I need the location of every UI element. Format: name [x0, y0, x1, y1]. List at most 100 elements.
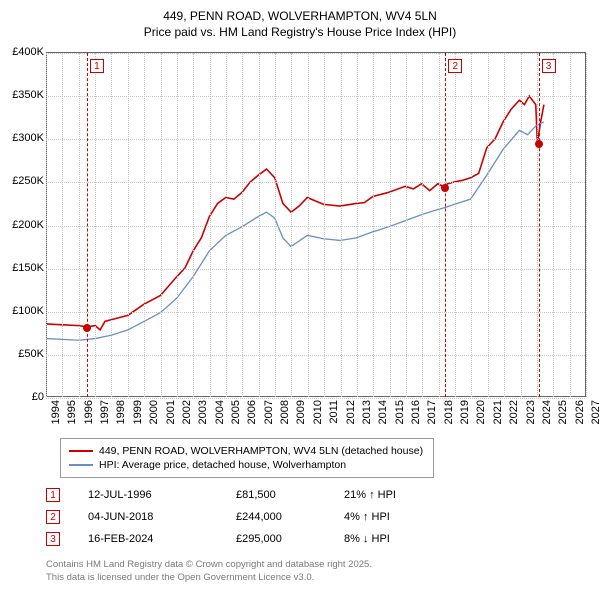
chart-title: 449, PENN ROAD, WOLVERHAMPTON, WV4 5LN P… — [0, 0, 600, 44]
x-tick-label: 2004 — [214, 400, 226, 424]
x-tick-label: 2010 — [312, 400, 324, 424]
gridline-v — [373, 53, 374, 397]
footer-line1: Contains HM Land Registry data © Crown c… — [46, 559, 372, 571]
x-tick-label: 2012 — [345, 400, 357, 424]
x-tick-label: 2018 — [443, 400, 455, 424]
x-tick-label: 1999 — [132, 400, 144, 424]
title-line2: Price paid vs. HM Land Registry's House … — [10, 24, 590, 40]
y-tick-label: £300K — [12, 132, 44, 144]
x-tick-label: 1996 — [83, 400, 95, 424]
marker-box: 2 — [448, 59, 462, 73]
gridline-v — [341, 53, 342, 397]
y-tick-label: £150K — [12, 262, 44, 274]
gridline-v — [95, 53, 96, 397]
x-tick-label: 2023 — [525, 400, 537, 424]
transaction-date: 16-FEB-2024 — [88, 533, 236, 545]
x-tick-label: 1998 — [115, 400, 127, 424]
x-tick-label: 2025 — [557, 400, 569, 424]
x-tick-label: 2013 — [361, 400, 373, 424]
legend-item: 449, PENN ROAD, WOLVERHAMPTON, WV4 5LN (… — [69, 444, 423, 458]
gridline-v — [521, 53, 522, 397]
marker-dot — [535, 140, 543, 148]
x-tick-label: 2005 — [230, 400, 242, 424]
x-tick-label: 1994 — [50, 400, 62, 424]
gridline-v — [488, 53, 489, 397]
footer-line2: This data is licensed under the Open Gov… — [46, 572, 372, 584]
x-tick-label: 2011 — [328, 400, 340, 424]
y-tick-label: £200K — [12, 219, 44, 231]
gridline-v — [422, 53, 423, 397]
gridline-v — [357, 53, 358, 397]
x-tick-label: 2009 — [295, 400, 307, 424]
gridline-v — [46, 53, 47, 397]
gridline-v — [455, 53, 456, 397]
gridline-v — [553, 53, 554, 397]
gridline-v — [471, 53, 472, 397]
gridline-v — [324, 53, 325, 397]
gridline-v — [193, 53, 194, 397]
transaction-marker-box: 3 — [46, 532, 60, 546]
y-tick-label: £350K — [12, 89, 44, 101]
gridline-v — [62, 53, 63, 397]
gridline-v — [128, 53, 129, 397]
x-tick-label: 2020 — [475, 400, 487, 424]
gridline-v — [242, 53, 243, 397]
gridline-v — [275, 53, 276, 397]
x-tick-label: 2016 — [410, 400, 422, 424]
x-tick-label: 2015 — [394, 400, 406, 424]
x-tick-label: 2019 — [459, 400, 471, 424]
transaction-date: 04-JUN-2018 — [88, 511, 236, 523]
marker-box: 1 — [90, 59, 104, 73]
legend-swatch — [69, 450, 93, 452]
y-tick-label: £50K — [18, 348, 44, 360]
gridline-v — [291, 53, 292, 397]
transaction-row: 112-JUL-1996£81,50021% ↑ HPI — [46, 484, 464, 506]
marker-line — [87, 53, 88, 397]
gridline-h — [46, 398, 585, 399]
gridline-v — [177, 53, 178, 397]
transaction-row: 3 16-FEB-2024£295,0008% ↓ HPI — [46, 528, 464, 550]
y-tick-label: £400K — [12, 46, 44, 58]
transaction-diff: 21% ↑ HPI — [344, 489, 464, 501]
gridline-v — [406, 53, 407, 397]
legend-item: HPI: Average price, detached house, Wolv… — [69, 458, 423, 472]
x-tick-label: 1995 — [66, 400, 78, 424]
gridline-v — [259, 53, 260, 397]
x-tick-label: 2006 — [246, 400, 258, 424]
x-tick-label: 2022 — [508, 400, 520, 424]
gridline-v — [570, 53, 571, 397]
x-tick-label: 2002 — [181, 400, 193, 424]
plot-area: 1 2 3 — [46, 52, 586, 397]
x-tick-label: 2026 — [574, 400, 586, 424]
legend-label: HPI: Average price, detached house, Wolv… — [99, 459, 346, 471]
series-line — [46, 122, 544, 340]
x-tick-label: 2017 — [426, 400, 438, 424]
legend-swatch — [69, 464, 93, 466]
gridline-v — [111, 53, 112, 397]
marker-line — [445, 53, 446, 397]
x-tick-label: 2021 — [492, 400, 504, 424]
transaction-diff: 8% ↓ HPI — [344, 533, 464, 545]
x-tick-label: 2014 — [377, 400, 389, 424]
y-tick-label: £0 — [32, 391, 44, 403]
legend-label: 449, PENN ROAD, WOLVERHAMPTON, WV4 5LN (… — [99, 445, 423, 457]
gridline-v — [504, 53, 505, 397]
gridline-v — [308, 53, 309, 397]
marker-dot — [83, 324, 91, 332]
x-tick-label: 2007 — [263, 400, 275, 424]
title-line1: 449, PENN ROAD, WOLVERHAMPTON, WV4 5LN — [10, 8, 590, 24]
marker-box: 3 — [542, 59, 556, 73]
x-tick-label: 2000 — [148, 400, 160, 424]
x-tick-label: 2008 — [279, 400, 291, 424]
legend: 449, PENN ROAD, WOLVERHAMPTON, WV4 5LN (… — [60, 438, 434, 478]
transaction-price: £295,000 — [236, 533, 344, 545]
transaction-price: £244,000 — [236, 511, 344, 523]
gridline-v — [586, 53, 587, 397]
gridline-v — [439, 53, 440, 397]
x-tick-label: 2003 — [197, 400, 209, 424]
marker-dot — [441, 184, 449, 192]
chart-container: 449, PENN ROAD, WOLVERHAMPTON, WV4 5LN P… — [0, 0, 600, 590]
x-tick-label: 2027 — [590, 400, 600, 424]
gridline-v — [79, 53, 80, 397]
x-tick-label: 2001 — [165, 400, 177, 424]
